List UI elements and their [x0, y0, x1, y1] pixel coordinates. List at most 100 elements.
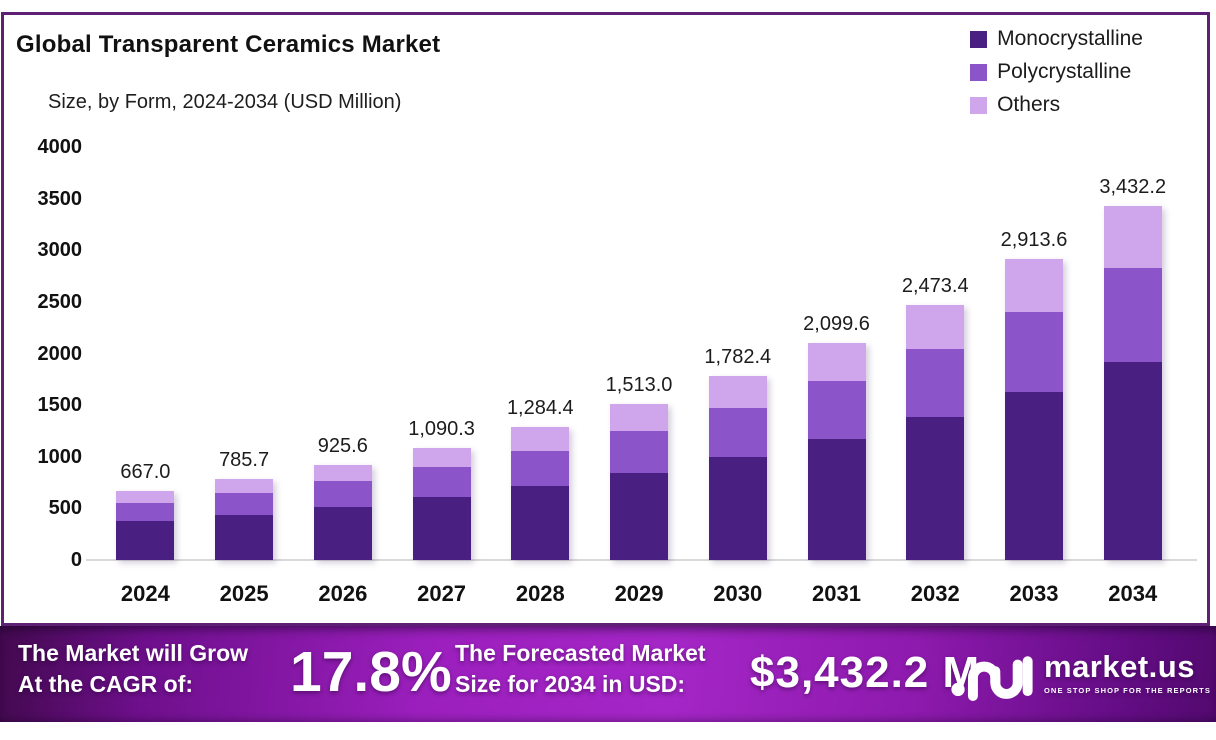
y-axis-tick-label: 4000 — [37, 136, 83, 158]
brand-name: market.us — [1044, 648, 1195, 684]
stacked-bar[interactable] — [1004, 259, 1063, 560]
bar-column: 667.0 — [96, 147, 195, 560]
bar-segment-polycrystalline[interactable] — [1004, 311, 1063, 392]
bar-value-label: 667.0 — [120, 461, 171, 484]
legend-item[interactable]: Others — [970, 93, 1143, 117]
bar-segment-polycrystalline[interactable] — [708, 408, 767, 457]
stacked-bar[interactable] — [511, 427, 570, 560]
stacked-bar[interactable] — [807, 343, 866, 560]
bar-column: 2,473.4 — [886, 147, 985, 560]
x-axis-label: 2024 — [120, 581, 170, 606]
legend: Monocrystalline Polycrystalline Others — [970, 27, 1143, 117]
x-axis-label: 2025 — [219, 581, 269, 606]
stacked-bar[interactable] — [313, 464, 372, 560]
bar-segment-others[interactable] — [610, 403, 669, 432]
y-axis-tick-label: 3000 — [37, 239, 83, 262]
bar-segment-polycrystalline[interactable] — [511, 450, 570, 486]
cagr-value: 17.8% — [290, 640, 452, 704]
stacked-bar[interactable] — [116, 491, 175, 560]
x-axis-label: 2028 — [515, 581, 565, 606]
x-axis-label: 2027 — [417, 581, 467, 606]
bar-segment-others[interactable] — [1004, 259, 1063, 312]
bar-segment-others[interactable] — [807, 343, 866, 382]
legend-swatch-icon — [970, 96, 988, 114]
bar-segment-polycrystalline[interactable] — [412, 467, 471, 497]
stacked-bar[interactable] — [1103, 205, 1162, 560]
stacked-bar[interactable] — [708, 375, 767, 560]
bar-segment-monocrystalline[interactable] — [116, 521, 175, 560]
bar-segment-polycrystalline[interactable] — [1103, 267, 1162, 362]
bar-value-label: 2,099.6 — [803, 313, 870, 336]
bar-segment-monocrystalline[interactable] — [906, 417, 965, 560]
brand-block[interactable]: market.us ONE STOP SHOP FOR THE REPORTS — [950, 643, 1211, 701]
stacked-bar[interactable] — [906, 304, 965, 560]
y-axis-tick-label: 2000 — [37, 342, 83, 365]
forecast-label-line1: The Forecasted Market — [455, 640, 706, 666]
legend-swatch-icon — [970, 30, 988, 48]
bar-segment-others[interactable] — [906, 304, 965, 350]
summary-banner: The Market will Grow At the CAGR of: 17.… — [0, 626, 1216, 722]
bar-column: 2,099.6 — [787, 147, 886, 560]
x-axis-label: 2031 — [812, 581, 861, 606]
bar-value-label: 2,913.6 — [1000, 229, 1068, 252]
bar-segment-monocrystalline[interactable] — [1004, 391, 1063, 560]
bar-segment-others[interactable] — [412, 447, 471, 468]
bar-segment-others[interactable] — [116, 491, 175, 504]
bar-segment-monocrystalline[interactable] — [313, 506, 372, 560]
bar-segment-monocrystalline[interactable] — [1103, 361, 1162, 560]
bar-segment-polycrystalline[interactable] — [215, 493, 274, 515]
bar-segment-monocrystalline[interactable] — [807, 438, 866, 560]
bar-column: 785.7 — [195, 147, 294, 560]
bar-segment-others[interactable] — [215, 478, 274, 494]
bar-segment-monocrystalline[interactable] — [412, 497, 471, 560]
brand-text: market.us ONE STOP SHOP FOR THE REPORTS — [1044, 648, 1211, 695]
bar-segment-polycrystalline[interactable] — [906, 349, 965, 417]
bar-segment-polycrystalline[interactable] — [807, 381, 866, 439]
chart-panel: Global Transparent Ceramics Market Size,… — [1, 12, 1210, 626]
chart-title: Global Transparent Ceramics Market — [16, 31, 441, 58]
legend-label: Monocrystalline — [997, 27, 1143, 50]
bar-segment-others[interactable] — [708, 375, 767, 409]
bar-value-label: 1,284.4 — [506, 397, 574, 420]
legend-item[interactable]: Monocrystalline — [970, 27, 1143, 51]
forecast-label-line2: Size for 2034 in USD: — [455, 671, 686, 697]
bar-value-label: 925.6 — [317, 434, 368, 457]
bar-segment-others[interactable] — [313, 464, 372, 482]
bar-segment-monocrystalline[interactable] — [610, 472, 669, 560]
bar-segment-polycrystalline[interactable] — [313, 481, 372, 507]
bar-segment-polycrystalline[interactable] — [610, 431, 669, 473]
x-axis-label: 2032 — [910, 581, 960, 606]
cagr-label-line1: The Market will Grow — [18, 640, 249, 666]
legend-label: Others — [997, 93, 1061, 116]
y-axis-tick-label: 0 — [70, 549, 82, 571]
cagr-label: The Market will Grow At the CAGR of: — [18, 638, 248, 700]
bar-column: 3,432.2 — [1083, 147, 1182, 560]
x-axis-line — [86, 559, 1197, 561]
bar-column: 1,782.4 — [688, 147, 787, 560]
x-axis-label: 2030 — [713, 581, 763, 606]
brand-tagline: ONE STOP SHOP FOR THE REPORTS — [1044, 685, 1211, 695]
legend-item[interactable]: Polycrystalline — [970, 60, 1143, 84]
forecast-label: The Forecasted Market Size for 2034 in U… — [455, 638, 706, 700]
stacked-bar[interactable] — [412, 447, 471, 560]
x-axis-label: 2034 — [1108, 581, 1158, 606]
chart-subtitle: Size, by Form, 2024-2034 (USD Million) — [48, 91, 402, 113]
bar-column: 1,090.3 — [392, 147, 491, 560]
stacked-bar[interactable] — [610, 403, 669, 560]
y-axis-tick-label: 1000 — [37, 445, 83, 468]
bar-segment-monocrystalline[interactable] — [708, 456, 767, 560]
x-axis-label: 2029 — [614, 581, 664, 606]
legend-label: Polycrystalline — [997, 60, 1132, 83]
y-axis-tick-label: 500 — [48, 497, 82, 520]
bar-segment-others[interactable] — [511, 427, 570, 451]
bar-segment-monocrystalline[interactable] — [215, 514, 274, 560]
bar-value-label: 1,782.4 — [704, 345, 772, 368]
bar-segment-monocrystalline[interactable] — [511, 485, 570, 560]
bar-segment-polycrystalline[interactable] — [116, 503, 175, 522]
x-axis-label: 2026 — [318, 581, 368, 606]
y-axis: 0 500 1000 1500 2000 2500 3000 3500 4000 — [10, 15, 83, 623]
stacked-bar[interactable] — [215, 478, 274, 560]
bar-segment-others[interactable] — [1103, 205, 1162, 268]
marketus-logo-icon — [951, 656, 1033, 701]
